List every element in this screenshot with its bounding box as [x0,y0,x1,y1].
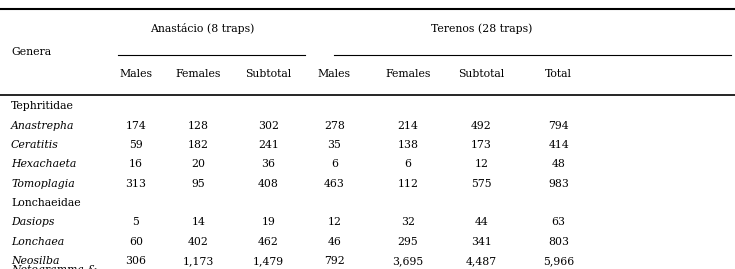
Text: 35: 35 [328,140,341,150]
Text: 278: 278 [324,121,345,130]
Text: 5,966: 5,966 [543,256,574,266]
Text: 32: 32 [401,217,415,227]
Text: 36: 36 [261,159,276,169]
Text: 1,173: 1,173 [183,256,214,266]
Text: 402: 402 [188,237,209,247]
Text: 792: 792 [324,256,345,266]
Text: 174: 174 [126,121,146,130]
Text: Males: Males [318,69,351,79]
Text: 463: 463 [324,179,345,189]
Text: 5: 5 [132,217,140,227]
Text: 138: 138 [398,140,418,150]
Text: 44: 44 [475,217,488,227]
Text: Ceratitis: Ceratitis [11,140,59,150]
Text: 60: 60 [129,237,143,247]
Text: 306: 306 [126,256,146,266]
Text: Anastrepha: Anastrepha [11,121,74,130]
Text: Total: Total [545,69,572,79]
Text: 302: 302 [258,121,279,130]
Text: 14: 14 [192,217,205,227]
Text: Subtotal: Subtotal [245,69,291,79]
Text: 214: 214 [398,121,418,130]
Text: 3,695: 3,695 [392,256,423,266]
Text: 983: 983 [548,179,569,189]
Text: 19: 19 [262,217,275,227]
Text: 408: 408 [258,179,279,189]
Text: 12: 12 [327,217,342,227]
Text: Anastácio (8 traps): Anastácio (8 traps) [150,23,254,34]
Text: 20: 20 [191,159,206,169]
Text: 48: 48 [552,159,565,169]
Text: Notogramma &: Notogramma & [11,265,97,269]
Text: 12: 12 [474,159,489,169]
Text: Dasiops: Dasiops [11,217,54,227]
Text: 63: 63 [551,217,566,227]
Text: Males: Males [120,69,152,79]
Text: Tephritidae: Tephritidae [11,101,74,111]
Text: 59: 59 [129,140,143,150]
Text: 6: 6 [331,159,338,169]
Text: 295: 295 [398,237,418,247]
Text: 414: 414 [548,140,569,150]
Text: 1,479: 1,479 [253,256,284,266]
Text: Females: Females [176,69,221,79]
Text: 6: 6 [404,159,412,169]
Text: 95: 95 [192,179,205,189]
Text: 803: 803 [548,237,569,247]
Text: 492: 492 [471,121,492,130]
Text: 462: 462 [258,237,279,247]
Text: 46: 46 [328,237,341,247]
Text: Subtotal: Subtotal [459,69,504,79]
Text: Hexachaeta: Hexachaeta [11,159,76,169]
Text: 182: 182 [188,140,209,150]
Text: 112: 112 [398,179,418,189]
Text: 794: 794 [548,121,569,130]
Text: 16: 16 [129,159,143,169]
Text: 128: 128 [188,121,209,130]
Text: Genera: Genera [11,47,51,58]
Text: 173: 173 [471,140,492,150]
Text: 241: 241 [258,140,279,150]
Text: Neosilba: Neosilba [11,256,60,266]
Text: Lonchaea: Lonchaea [11,237,64,247]
Text: Females: Females [385,69,431,79]
Text: 341: 341 [471,237,492,247]
Text: 313: 313 [126,179,146,189]
Text: Lonchaeidae: Lonchaeidae [11,198,81,208]
Text: 4,487: 4,487 [466,256,497,266]
Text: 575: 575 [471,179,492,189]
Text: Tomoplagia: Tomoplagia [11,179,75,189]
Text: Terenos (28 traps): Terenos (28 traps) [431,23,532,34]
